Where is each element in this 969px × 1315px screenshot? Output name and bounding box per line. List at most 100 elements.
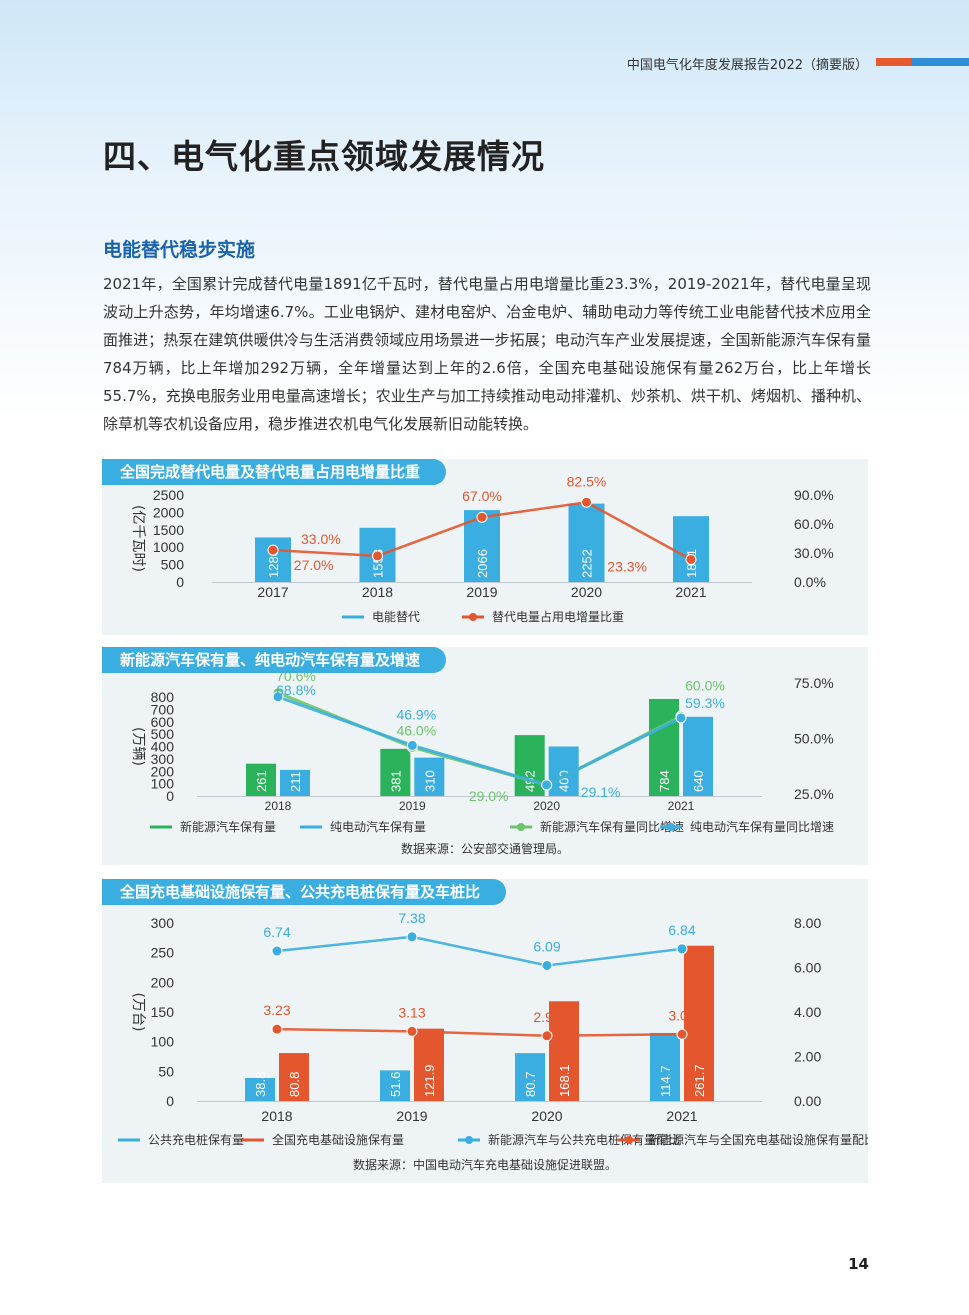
bar-1 <box>246 763 276 796</box>
line-value-label: 27.0% <box>294 557 334 573</box>
bar-1 <box>380 748 411 796</box>
y-axis-title: (万辆) <box>130 727 146 766</box>
line-value-label: 2.93 <box>533 1009 560 1025</box>
line-point <box>406 931 418 943</box>
legend-label: 新能源汽车与全国充电基础设施保有量配比 <box>648 1132 868 1147</box>
x-tick-label: 2019 <box>399 799 426 813</box>
x-tick-label: 2018 <box>362 584 393 600</box>
line-point <box>272 691 284 703</box>
y2-tick-label: 50.0% <box>794 731 834 747</box>
line-value-label: 82.5% <box>567 473 607 489</box>
bar-value-label: 310 <box>422 770 437 792</box>
line-value-label: 60.0% <box>685 677 725 693</box>
line-value-label: 6.09 <box>533 938 560 954</box>
bar-value-label: 80.8 <box>287 1072 302 1097</box>
bar-value-label: 80.7 <box>523 1072 538 1097</box>
legend-marker <box>667 823 675 831</box>
x-tick-label: 2019 <box>396 1108 427 1124</box>
y-tick-label: 300 <box>151 915 175 931</box>
y-tick-label: 1000 <box>153 539 184 555</box>
bar-1 <box>515 1053 545 1101</box>
x-tick-label: 2018 <box>261 1108 292 1124</box>
y2-tick-label: 4.00 <box>794 1004 821 1020</box>
x-tick-label: 2021 <box>666 1108 697 1124</box>
bar-1 <box>514 735 545 796</box>
series-line-1 <box>276 935 683 967</box>
line-value-label: 29.1% <box>581 784 621 800</box>
bar-2 <box>683 716 713 796</box>
line-value-label: 68.8% <box>276 682 316 698</box>
bar-value-label: 261.7 <box>692 1064 707 1097</box>
section-title: 电能替代稳步实施 <box>103 239 256 261</box>
bar-value-label: 261 <box>254 770 269 792</box>
series-line-2 <box>276 1027 683 1038</box>
line-point <box>406 1025 418 1037</box>
y-tick-label: 200 <box>151 763 175 779</box>
line-point <box>271 945 283 957</box>
legend-label: 新能源汽车保有量 <box>180 819 276 834</box>
bar-value-label: 640 <box>691 770 706 792</box>
bar-1 <box>649 698 679 796</box>
x-tick-label: 2017 <box>257 584 288 600</box>
line-point <box>541 779 553 791</box>
chart-charging-svg: (万台) 0 50 100 150 200 250 300 0.00 2.00 4.00 6.00 8.… <box>118 910 868 1147</box>
y-tick-label: 800 <box>151 689 175 705</box>
line-value-label: 3.23 <box>263 1002 290 1018</box>
line-value-label: 23.3% <box>607 558 647 574</box>
chart-title-nev: 新能源汽车保有量、纯电动汽车保有量及增速 <box>102 647 447 673</box>
chart-panel-charging: (万台) 0 50 100 150 200 250 300 0.00 2.00 4.00 6.00 8.… <box>102 879 868 1183</box>
y-tick-label: 700 <box>151 701 175 717</box>
x-tick-label: 2020 <box>571 584 602 600</box>
y-tick-label: 150 <box>151 1004 175 1020</box>
y-tick-label: 500 <box>151 726 175 742</box>
x-tick-label: 2018 <box>265 799 292 813</box>
legend-label: 全国充电基础设施保有量 <box>272 1132 404 1147</box>
y-tick-label: 2000 <box>153 504 184 520</box>
chart-source-nev: 数据来源：公安部交通管理局。 <box>400 842 569 856</box>
line-point <box>676 943 688 955</box>
y2-tick-label: 75.0% <box>794 675 834 691</box>
line-point <box>541 959 553 971</box>
line-point <box>676 1028 688 1040</box>
legend-label: 替代电量占用电增量比重 <box>492 609 624 624</box>
line-point <box>685 553 697 565</box>
bar-2 <box>414 1028 444 1101</box>
line-point <box>541 1030 553 1042</box>
y-tick-label: 2500 <box>153 487 184 503</box>
line-value-label: 3.13 <box>398 1004 425 1020</box>
y2-tick-label: 0.0% <box>794 574 826 590</box>
bar-2 <box>280 769 310 796</box>
bar-value-label: 38.8 <box>253 1072 268 1097</box>
legend-marker <box>465 1136 473 1144</box>
y-axis-title: (万台) <box>130 993 146 1032</box>
line-point <box>267 544 279 556</box>
bar-value-label: 51.6 <box>388 1072 403 1097</box>
line-value-label: 33.0% <box>301 531 341 547</box>
bar-1 <box>568 503 605 582</box>
chart-title-substitution: 全国完成替代电量及替代电量占用电增量比重 <box>102 459 447 485</box>
bar-value-label: 121.9 <box>422 1064 437 1097</box>
y-tick-label: 0 <box>166 788 174 804</box>
y-tick-label: 100 <box>151 1034 175 1050</box>
y2-tick-label: 0.00 <box>794 1093 821 1109</box>
y-tick-label: 50 <box>158 1063 174 1079</box>
legend-marker <box>517 823 525 831</box>
x-tick-label: 2021 <box>675 584 706 600</box>
bar-value-label: 1280 <box>266 549 281 578</box>
line-value-label: 29.0% <box>469 788 509 804</box>
x-tick-label: 2021 <box>668 799 695 813</box>
bar-value-label: 2252 <box>580 549 595 578</box>
x-tick-label: 2020 <box>531 1108 562 1124</box>
y2-tick-label: 25.0% <box>794 786 834 802</box>
y-tick-label: 600 <box>151 714 175 730</box>
legend-label: 公共充电桩保有量 <box>148 1132 244 1147</box>
y2-tick-label: 8.00 <box>794 915 821 931</box>
y2-tick-label: 6.00 <box>794 960 821 976</box>
series-line-1 <box>277 691 682 787</box>
bar-1 <box>673 516 709 582</box>
bar-2 <box>549 1001 579 1101</box>
bar-value-label: 168.1 <box>557 1064 572 1097</box>
bar-value-label: 381 <box>388 770 403 792</box>
legend-label: 纯电动汽车保有量同比增速 <box>690 819 834 834</box>
